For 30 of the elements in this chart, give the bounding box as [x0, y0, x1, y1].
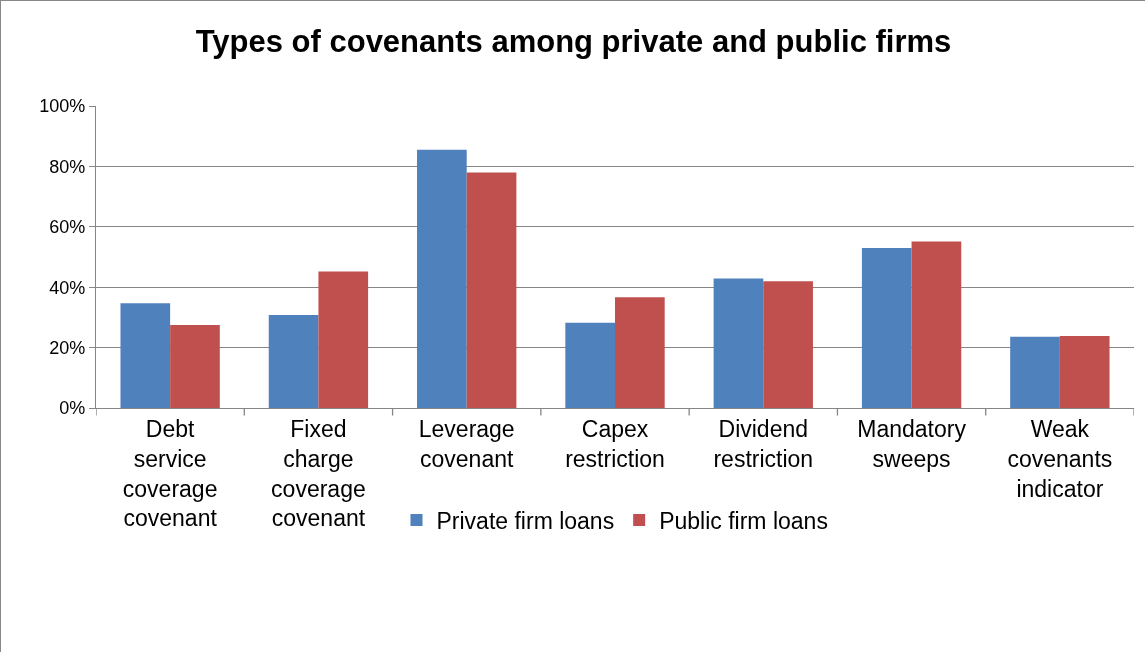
bar — [763, 281, 813, 408]
bar — [911, 241, 962, 408]
bar — [1010, 336, 1060, 408]
x-tick-label: Fixed charge coverage covenant — [271, 415, 366, 532]
y-tick-label: 40% — [49, 277, 86, 298]
x-tick-label: Leverage covenant — [418, 415, 515, 472]
y-tick-label: 20% — [49, 337, 86, 358]
legend-label: Private firm loans — [436, 508, 615, 535]
x-tick-label: Dividend restriction — [713, 415, 814, 472]
bar — [268, 314, 319, 408]
x-tick-label: Capex restriction — [565, 415, 665, 472]
y-tick-label: 80% — [49, 156, 86, 177]
y-tick-label: 0% — [59, 398, 86, 419]
y-tick-label: 60% — [49, 217, 86, 238]
bar — [170, 324, 220, 408]
bar — [713, 278, 764, 408]
x-tick-label: Debt service coverage covenant — [122, 415, 218, 532]
legend-label: Public firm loans — [659, 508, 828, 535]
x-tick-label: Mandatory sweeps — [857, 415, 967, 472]
y-tick-label: 100% — [39, 96, 86, 117]
bar — [318, 271, 369, 408]
x-tick-label: Weak covenants indicator — [1007, 415, 1113, 502]
bar — [466, 172, 517, 408]
bar — [565, 322, 615, 408]
bar — [615, 297, 665, 408]
bar — [1059, 336, 1110, 408]
chart-title: Types of covenants among private and public firms — [195, 24, 952, 60]
bar — [120, 303, 171, 408]
bar — [861, 247, 912, 408]
bar — [417, 149, 467, 408]
